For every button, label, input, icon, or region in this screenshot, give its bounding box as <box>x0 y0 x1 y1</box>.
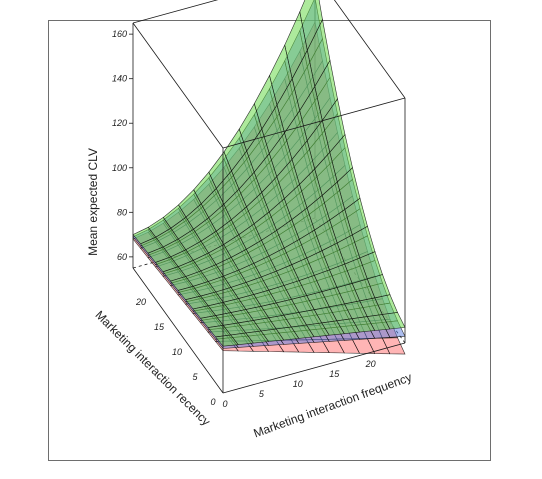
box-edge-floor-front-right <box>222 342 406 394</box>
y-tick-label: 20 <box>135 297 146 307</box>
y-tick-label: 15 <box>154 322 165 332</box>
plot-frame <box>48 20 491 461</box>
box-edge-top-back-right <box>333 0 406 99</box>
z-tick-label: 60 <box>117 252 127 262</box>
front-box-edges <box>132 22 406 394</box>
box-edge-top-back-left <box>132 0 219 24</box>
z-tick-label: 160 <box>112 29 127 39</box>
tick-labels: 60 80 100 120 140 160 0 5 10 15 20 0 5 10 15 20 <box>112 29 376 409</box>
z-tick-label: 100 <box>112 163 127 173</box>
box-edge-floor-front-left <box>132 267 224 394</box>
x-tick-label: 10 <box>293 379 303 389</box>
box-edge-top-front-right <box>222 97 406 149</box>
x-tick-label: 15 <box>329 369 340 379</box>
box-edge-top-front-left <box>132 22 224 149</box>
z-tick-label: 120 <box>112 118 127 128</box>
y-tick-label: 5 <box>192 372 198 382</box>
y-tick-label: 10 <box>172 347 182 357</box>
x-tick-label: 20 <box>365 359 376 369</box>
x-axis-label: Marketing interaction frequency <box>252 370 414 440</box>
surface-patch <box>214 334 239 347</box>
surfaces <box>132 0 406 355</box>
y-tick-label: 0 <box>210 397 215 407</box>
x-tick-label: 0 <box>222 399 227 409</box>
z-tick-label: 140 <box>112 74 127 84</box>
z-axis-label: Mean expected CLV <box>86 148 100 256</box>
surface-2 <box>132 0 406 347</box>
y-axis-label: Marketing interaction recency <box>92 308 213 429</box>
z-tick-label: 80 <box>117 207 127 217</box>
x-tick-label: 5 <box>259 389 265 399</box>
